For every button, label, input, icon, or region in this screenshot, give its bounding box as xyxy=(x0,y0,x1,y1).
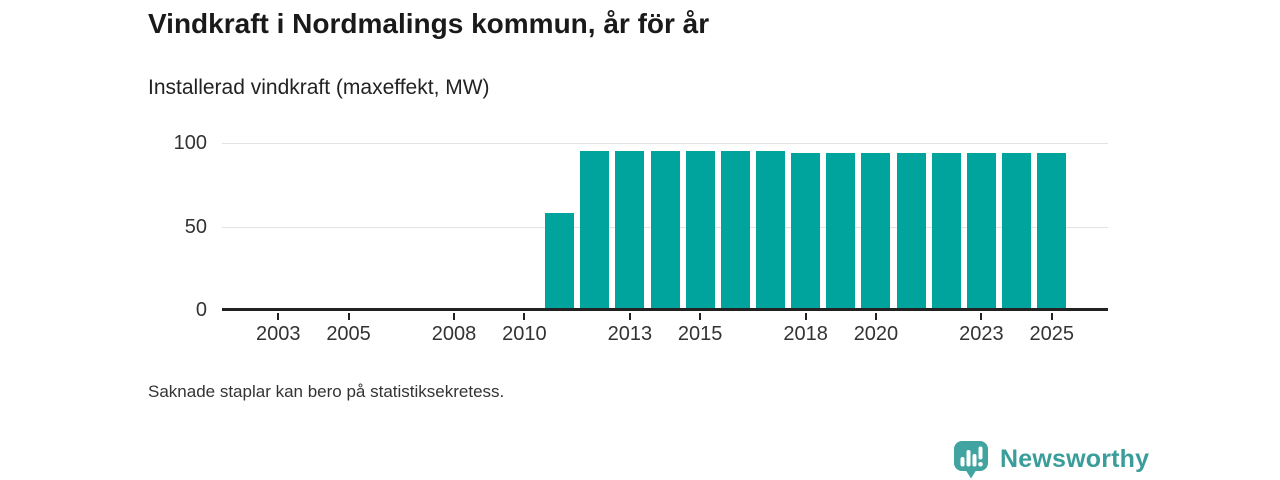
mini-bar-1 xyxy=(960,457,965,467)
x-tick-label-2020: 2020 xyxy=(853,323,899,345)
footnote: Saknade staplar kan bero på statistiksek… xyxy=(148,382,505,401)
x-tick-label-2008: 2008 xyxy=(431,323,477,345)
exclamation-dot xyxy=(978,462,983,467)
chart-subtitle: Installerad vindkraft (maxeffekt, MW) xyxy=(148,76,490,99)
x-tick-2013 xyxy=(628,313,631,320)
x-tick-label-2023: 2023 xyxy=(959,323,1004,345)
brand-name: Newsworthy xyxy=(1000,445,1150,473)
bar-2016 xyxy=(720,151,750,310)
x-axis-line xyxy=(222,308,1108,311)
y-tick-label-50: 50 xyxy=(184,215,207,238)
x-tick-2008 xyxy=(453,313,456,320)
x-tick-label-2010: 2010 xyxy=(502,323,547,345)
x-tick-label-2018: 2018 xyxy=(783,323,828,345)
x-tick-label-2003: 2003 xyxy=(256,323,301,345)
plot-area: 0 50 100 2003 2005 2008 2010 2013 2015 2018 2020 20… xyxy=(174,132,1108,345)
bar-2011 xyxy=(545,213,575,310)
x-tick-2020 xyxy=(874,313,877,320)
mini-bar-3 xyxy=(972,454,977,467)
bar-2024 xyxy=(1002,153,1032,310)
x-tick-label-2005: 2005 xyxy=(326,323,371,345)
x-tick-2018 xyxy=(804,313,807,320)
x-tick-2015 xyxy=(699,313,702,320)
bubble-shape xyxy=(954,441,988,471)
bar-2022 xyxy=(931,153,961,310)
newsworthy-logo: Newsworthy xyxy=(953,440,1149,479)
mini-bar-2 xyxy=(966,450,971,467)
x-tick-label-2025: 2025 xyxy=(1029,323,1074,345)
x-tick-2025 xyxy=(1050,313,1053,320)
x-tick-2010 xyxy=(523,313,526,320)
bar-chart-speech-bubble-icon xyxy=(954,441,988,479)
x-tick-2023 xyxy=(980,313,983,320)
bar-2014 xyxy=(650,151,680,310)
x-tick-label-2015: 2015 xyxy=(677,323,723,345)
x-tick-2005 xyxy=(347,313,350,320)
gridline-100 xyxy=(222,143,1108,144)
x-tick-label-2013: 2013 xyxy=(607,323,653,345)
bar-2018 xyxy=(791,153,821,310)
y-tick-label-100: 100 xyxy=(173,132,207,154)
bar-2021 xyxy=(896,153,926,310)
bar-2023 xyxy=(966,153,996,310)
y-tick-label-0: 0 xyxy=(195,299,207,321)
bar-2013 xyxy=(615,151,645,310)
bar-2019 xyxy=(826,153,856,310)
chart-title: Vindkraft i Nordmalings kommun, år för å… xyxy=(148,8,710,39)
bar-2020 xyxy=(861,153,891,310)
bar-2015 xyxy=(685,151,715,310)
bar-2025 xyxy=(1037,153,1067,310)
bubble-tail xyxy=(965,469,977,479)
exclamation-bar xyxy=(978,446,983,460)
x-tick-2003 xyxy=(277,313,280,320)
bar-2017 xyxy=(755,151,785,310)
bar-2012 xyxy=(580,151,610,310)
